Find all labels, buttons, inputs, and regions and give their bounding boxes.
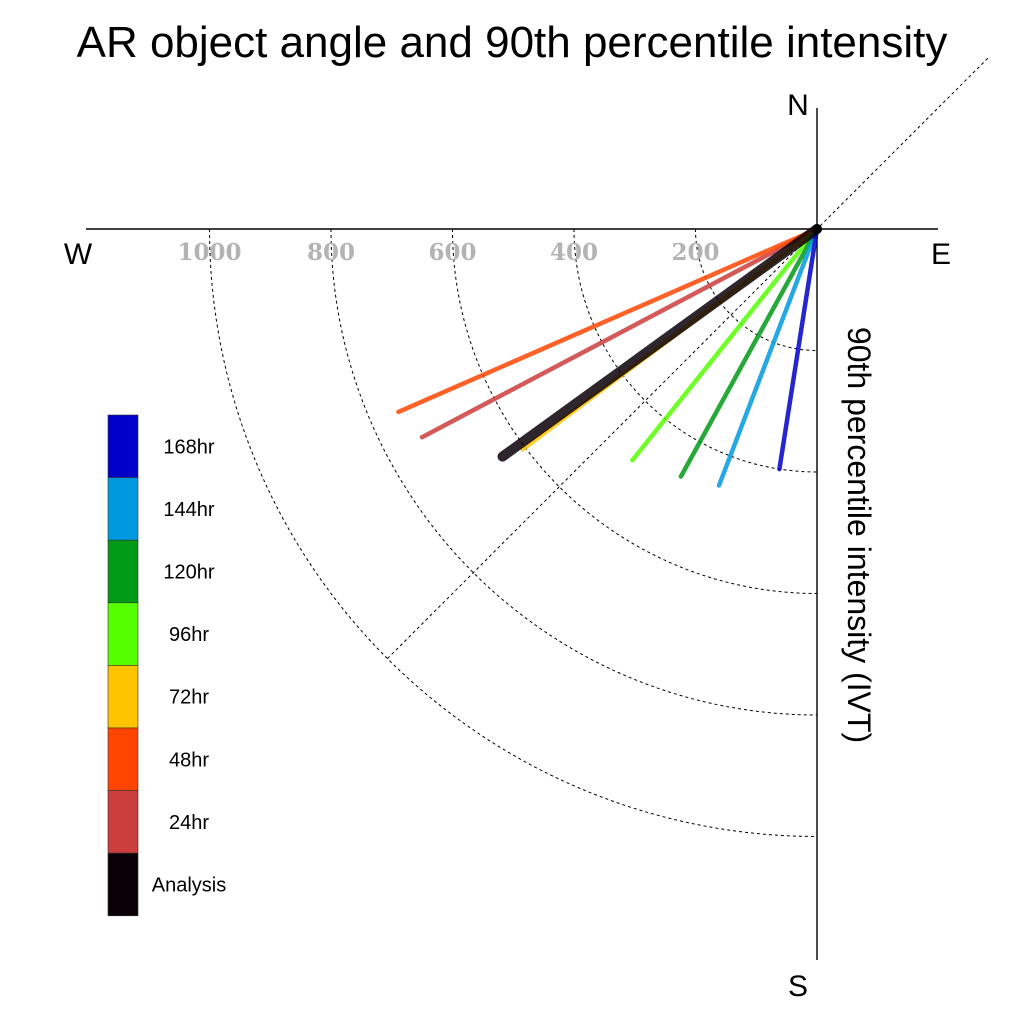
legend-label: 120hr [163,562,214,584]
vector-analysis [497,224,822,462]
range-ring [695,228,818,351]
legend-label: 144hr [163,499,214,521]
legend-swatch [107,602,139,666]
legend-label: 96hr [169,624,209,646]
vector-144hr [716,226,820,488]
compass-north-label: N [787,89,809,122]
radial-axis-title: 90th percentile intensity (IVT) [841,327,877,743]
legend-swatch [107,727,139,791]
range-ring [573,228,818,473]
range-ring [452,228,818,594]
radial-tick-label: 200 [671,239,719,266]
legend-label: 72hr [169,687,209,709]
chart-title: AR object angle and 90th percentile inte… [77,18,948,67]
radial-tick-label: 600 [428,239,476,266]
compass-south-label: S [788,970,808,1003]
vector-96hr [630,226,820,463]
origin-marker [812,224,822,234]
legend-swatch [107,477,139,541]
range-rings [209,56,990,837]
legend-label: 48hr [169,749,209,771]
compass-east-label: E [931,238,951,271]
vector-120hr [678,226,820,479]
legend-label: 168hr [163,436,214,458]
compass-west-label: W [64,238,93,271]
diagonal-guide [387,56,990,659]
legend-swatch [107,665,139,729]
radial-tick-label: 1000 [177,239,241,266]
legend-label: 24hr [169,812,209,834]
vector-24hr [419,226,820,440]
legend-swatch [107,852,139,917]
legend-label: Analysis [152,875,226,897]
radial-tick-labels: 200 400 600 800 1000 [177,239,719,266]
legend-swatch [107,414,139,478]
radial-tick-label: 800 [307,239,355,266]
radial-tick-label: 400 [550,239,598,266]
vector-48hr [396,226,820,415]
vector-168hr [777,226,820,472]
legend-swatch [107,790,139,854]
legend-swatch [107,539,139,604]
range-ring [330,228,818,716]
range-ring [209,228,818,837]
legend: 168hr 144hr 120hr 96hr 72hr 48hr 24hr Analysis [107,414,226,917]
intensity-vectors [396,224,822,488]
